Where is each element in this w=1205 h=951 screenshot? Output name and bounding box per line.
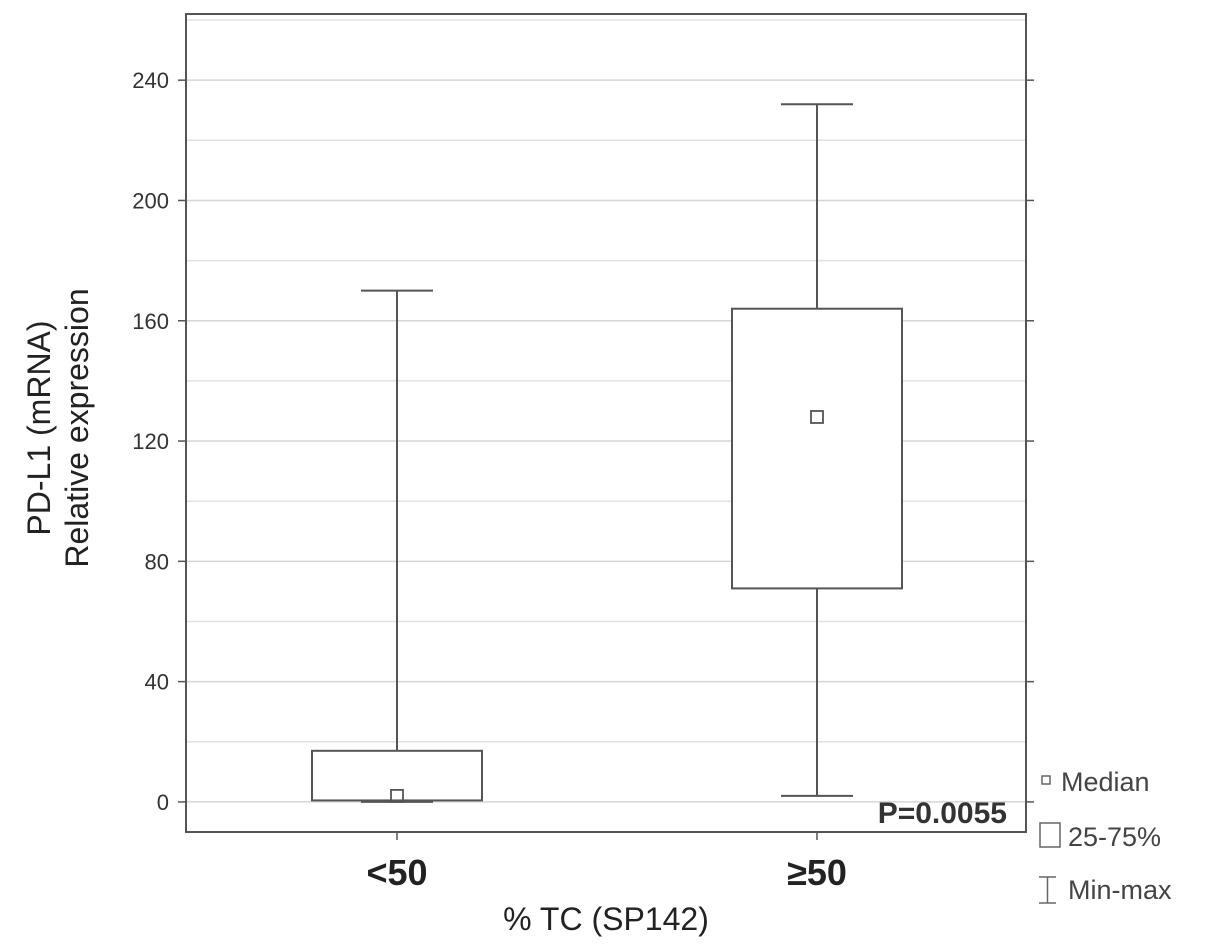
box-layer (311, 103, 903, 803)
y-axis-title-line-1: PD-L1 (mRNA) (21, 320, 57, 535)
legend-entry-box: 25-75% (1039, 822, 1161, 852)
x-tick-label-1: <50 (366, 852, 427, 893)
y-tick-label-120: 120 (132, 429, 169, 454)
legend-entry-whisker: Min-max (1039, 875, 1172, 905)
iqr-box (731, 307, 903, 590)
x-axis-ticks: <50 ≥50 (366, 832, 847, 893)
legend-box-symbol (1039, 822, 1061, 848)
legend-whisker-symbol (1039, 876, 1056, 904)
median-marker (390, 789, 404, 803)
legend-entry-median: Median (1041, 767, 1150, 797)
x-tick-label-2: ≥50 (787, 852, 847, 893)
p-value-annotation: P=0.0055 (878, 797, 1007, 830)
y-tick-label-200: 200 (132, 188, 169, 213)
y-tick-label-40: 40 (145, 670, 169, 695)
y-axis-title-line-2: Relative expression (59, 288, 95, 567)
legend: Median 25-75% Min-max (1039, 767, 1172, 905)
x-axis-title: % TC (SP142) (503, 901, 709, 937)
plot-frame (185, 13, 1027, 833)
iqr-box (311, 749, 483, 802)
legend-median-symbol (1041, 775, 1051, 785)
y-tick-label-0: 0 (157, 790, 169, 815)
box-1 (311, 289, 483, 803)
y-tick-label-160: 160 (132, 309, 169, 334)
grid-layer (186, 19, 1026, 803)
box-2 (731, 103, 903, 797)
legend-box-label: 25-75% (1068, 822, 1161, 852)
legend-whisker-label: Min-max (1068, 875, 1172, 905)
median-marker (810, 410, 824, 424)
legend-median-label: Median (1061, 767, 1150, 797)
y-tick-label-80: 80 (145, 549, 169, 574)
y-axis-title: PD-L1 (mRNA) Relative expression (21, 288, 95, 567)
y-axis-ticks: 0 40 80 120 160 200 240 (132, 68, 1034, 815)
y-tick-label-240: 240 (132, 68, 169, 93)
